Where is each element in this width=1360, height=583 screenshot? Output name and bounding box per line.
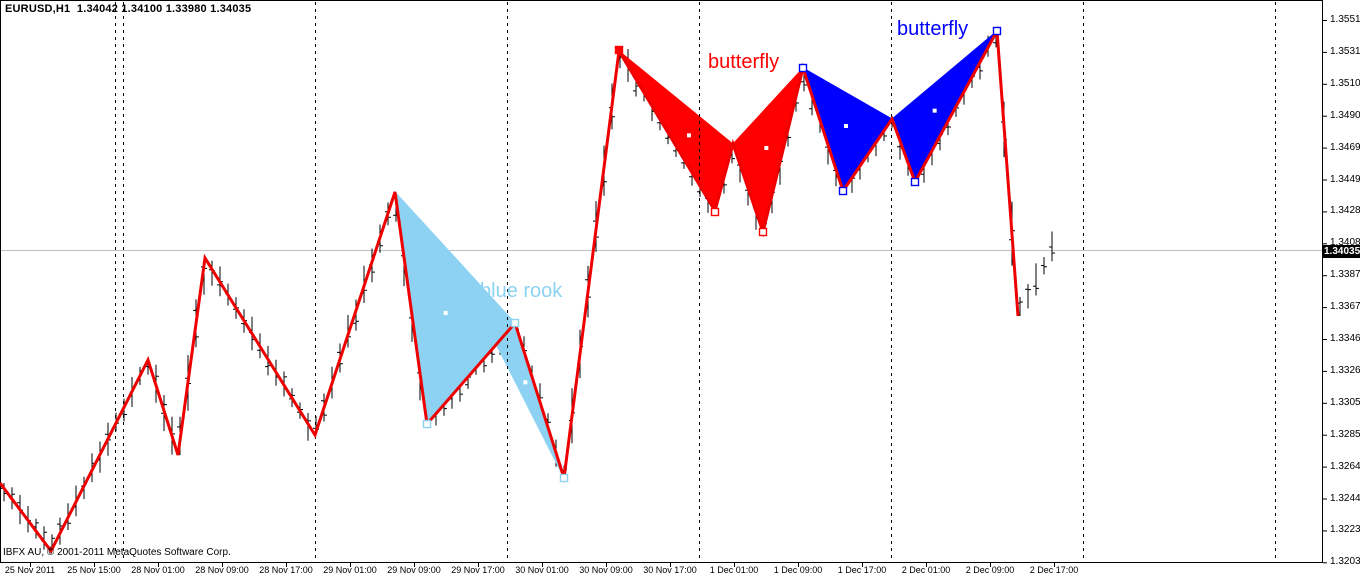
pattern-label-blue-rook[interactable]: blue rook [480, 280, 563, 302]
time-axis-label: 1 Dec 01:00 [709, 565, 759, 575]
price-axis-label: 1.32645 [1330, 460, 1360, 472]
symbol-ohlc-readout: EURUSD,H1 1.34042 1.34100 1.33980 1.3403… [5, 3, 252, 15]
time-axis-label: 30 Nov 09:00 [579, 565, 633, 575]
pattern-label-butterfly-red[interactable]: butterfly [708, 51, 780, 73]
pattern-centroid-dot [844, 124, 848, 128]
pattern-centroid-dot [764, 146, 769, 150]
time-axis-label: 25 Nov 15:00 [67, 565, 121, 575]
time-axis-label: 29 Nov 01:00 [323, 565, 377, 575]
time-axis-label: 28 Nov 17:00 [259, 565, 313, 575]
butterfly-blue-triangle [802, 66, 893, 193]
price-axis-label: 1.32030 [1330, 556, 1360, 568]
price-axis-label: 1.35515 [1330, 14, 1360, 25]
price-axis-label: 1.32235 [1330, 524, 1360, 536]
price-axis-label: 1.33055 [1330, 396, 1360, 408]
butterfly-blue-point-marker [910, 177, 920, 187]
zigzag-line [0, 25, 1020, 554]
price-axis-label: 1.35105 [1330, 77, 1360, 89]
time-axis-label: 29 Nov 17:00 [451, 565, 505, 575]
price-axis-label: 1.33670 [1330, 301, 1360, 313]
time-axis-label: 1 Dec 17:00 [837, 565, 887, 575]
blue-rook-point-marker [422, 419, 432, 429]
price-axis-label: 1.32850 [1330, 428, 1360, 440]
butterfly-red-triangle [618, 50, 734, 213]
price-axis-label: 1.34490 [1330, 173, 1360, 185]
price-axis-label: 1.34695 [1330, 141, 1360, 153]
time-axis-label: 28 Nov 09:00 [195, 565, 249, 575]
price-axis-label: 1.34285 [1330, 205, 1360, 217]
pattern-centroid-dot [932, 108, 937, 113]
price-axis-label: 1.32440 [1330, 492, 1360, 504]
pattern-label-butterfly-blue[interactable]: butterfly [897, 18, 969, 40]
price-axis-label: 1.33875 [1330, 269, 1360, 281]
copyright-text: IBFX AU, © 2001-2011 MetaQuotes Software… [3, 547, 231, 558]
price-axis-label: 1.33465 [1330, 333, 1360, 344]
price-axis-label: 1.33260 [1330, 364, 1360, 376]
chart-border [0, 0, 1323, 563]
pattern-centroid-dot [443, 311, 448, 315]
time-axis-label: 28 Nov 01:00 [131, 565, 185, 575]
time-axis-label: 29 Nov 09:00 [387, 565, 441, 575]
butterfly-red-point-marker [614, 45, 624, 55]
butterfly-red-point-marker [710, 207, 720, 217]
blue-rook-triangle [394, 190, 516, 426]
blue-rook-point-marker [559, 473, 569, 483]
pattern-centroid-dot [523, 380, 528, 385]
time-axis-label: 1 Dec 09:00 [773, 565, 823, 575]
butterfly-blue-point-marker [838, 186, 848, 196]
butterfly-blue-point-marker [798, 63, 808, 73]
time-axis-label: 30 Nov 17:00 [643, 565, 697, 575]
butterfly-blue-point-marker [992, 26, 1002, 36]
time-axis-label: 2 Dec 09:00 [965, 565, 1015, 575]
time-axis-label: 2 Dec 17:00 [1029, 565, 1079, 575]
time-axis-label: 2 Dec 01:00 [901, 565, 951, 575]
price-axis-label: 1.35310 [1330, 45, 1360, 57]
price-axis-label: 1.34080 [1330, 237, 1360, 249]
pattern-centroid-dot [687, 133, 691, 138]
time-axis-label: 25 Nov 2011 [4, 565, 56, 575]
current-price-tag: 1.34035 [1322, 245, 1360, 258]
time-axis-label: 30 Nov 01:00 [515, 565, 569, 575]
blue-rook-point-marker [510, 318, 520, 328]
price-axis-label: 1.34900 [1330, 109, 1360, 121]
butterfly-red-point-marker [758, 227, 768, 237]
